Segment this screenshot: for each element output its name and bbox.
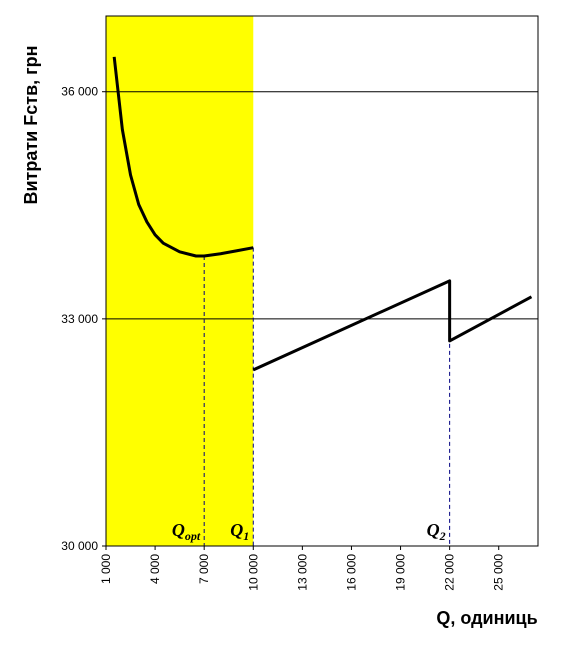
- x-tick-label: 22 000: [443, 554, 457, 591]
- x-tick-label: 7 000: [197, 554, 211, 584]
- annotation-letter: Q: [230, 520, 243, 540]
- line: [112, 56, 533, 372]
- x-tick-label: 10 000: [246, 554, 260, 591]
- annotation-subscript: 2: [439, 529, 446, 543]
- plot-border: [105, 15, 539, 547]
- annotation-letter: Q: [172, 520, 185, 540]
- annotation-letter: Q: [427, 520, 440, 540]
- annotation: Q1: [230, 520, 249, 543]
- y-axis-title: Витрати Fств, грн: [21, 45, 41, 204]
- annotation: Q2: [427, 520, 446, 543]
- y-tick-label: 33 000: [61, 312, 98, 326]
- y-tick-label: 30 000: [61, 539, 98, 553]
- x-tick-label: 13 000: [295, 554, 309, 591]
- x-axis-title: Q, одиниць: [436, 608, 537, 628]
- annotation-subscript: 1: [243, 529, 249, 543]
- annotation-subscript: opt: [185, 529, 201, 543]
- x-tick-label: 4 000: [148, 554, 162, 584]
- y-tick-label: 36 000: [61, 85, 98, 99]
- shaded-region: [106, 16, 254, 546]
- x-tick-label: 16 000: [344, 554, 358, 591]
- x-tick-label: 19 000: [394, 554, 408, 591]
- annotation: Qopt: [172, 520, 201, 543]
- x-tick-label: 1 000: [99, 554, 113, 584]
- x-tick-label: 25 000: [492, 554, 506, 591]
